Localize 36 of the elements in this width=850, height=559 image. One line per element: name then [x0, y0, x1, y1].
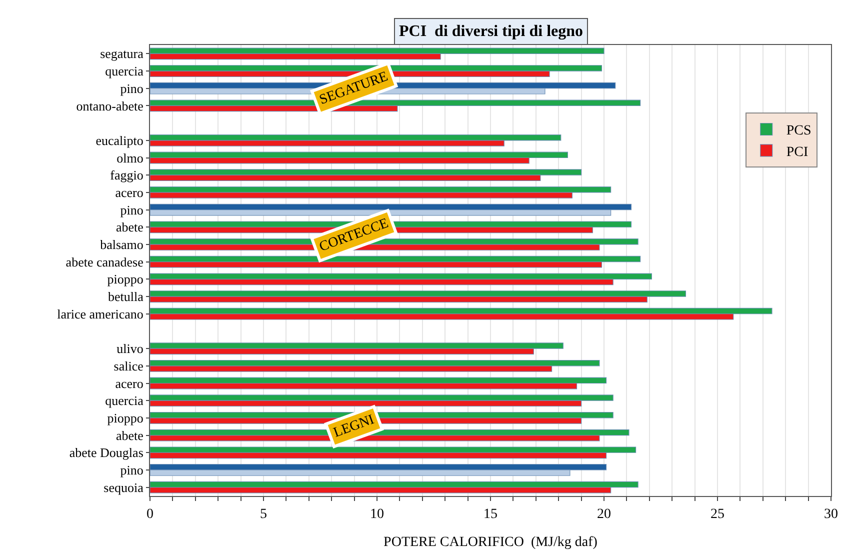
- y-tick-label: quercia: [105, 393, 144, 408]
- y-tick-label: ontano-abete: [76, 98, 144, 114]
- y-tick-label: acero: [115, 376, 144, 391]
- y-tick-label: ulivo: [116, 341, 144, 356]
- chart-title: PCI di diversi tipi di legno: [399, 23, 584, 40]
- legend-label: PCI: [786, 144, 809, 160]
- y-tick-label: betulla: [108, 289, 144, 304]
- y-tick-label: pino: [120, 462, 144, 478]
- y-tick-label: abete: [116, 220, 144, 235]
- y-tick-label: pino: [120, 80, 144, 96]
- y-tick-label: balsamo: [100, 237, 144, 252]
- y-tick-label: salice: [114, 358, 144, 374]
- x-tick-label: 20: [597, 506, 611, 522]
- y-tick-label: abete Douglas: [69, 445, 144, 460]
- y-tick-label: pino: [120, 202, 144, 218]
- x-tick-label: 5: [260, 506, 267, 522]
- y-tick-label: pioppo: [107, 272, 144, 287]
- y-tick-label: abete canadese: [66, 254, 144, 270]
- x-tick-label: 15: [484, 506, 498, 522]
- x-tick-label: 25: [710, 506, 724, 522]
- y-tick-label: acero: [115, 184, 144, 200]
- annotation: LEGNI: [332, 412, 377, 441]
- x-tick-label: 30: [824, 506, 838, 522]
- y-tick-label: pioppo: [107, 410, 144, 426]
- x-axis-title: POTERE CALORIFICO (MJ/kg daf): [384, 535, 598, 550]
- y-tick-label: segatura: [100, 46, 144, 62]
- x-tick-label: 10: [370, 506, 384, 522]
- y-tick-label: larice americano: [57, 306, 144, 322]
- x-tick-label: 0: [146, 506, 154, 522]
- y-tick-label: faggio: [110, 168, 144, 183]
- y-tick-label: quercia: [105, 64, 144, 79]
- legend-label: PCS: [786, 124, 812, 139]
- y-tick-label: olmo: [116, 150, 144, 166]
- y-tick-label: eucalipto: [96, 132, 144, 148]
- y-tick-label: sequoia: [104, 480, 144, 495]
- y-tick-label: abete: [116, 428, 144, 443]
